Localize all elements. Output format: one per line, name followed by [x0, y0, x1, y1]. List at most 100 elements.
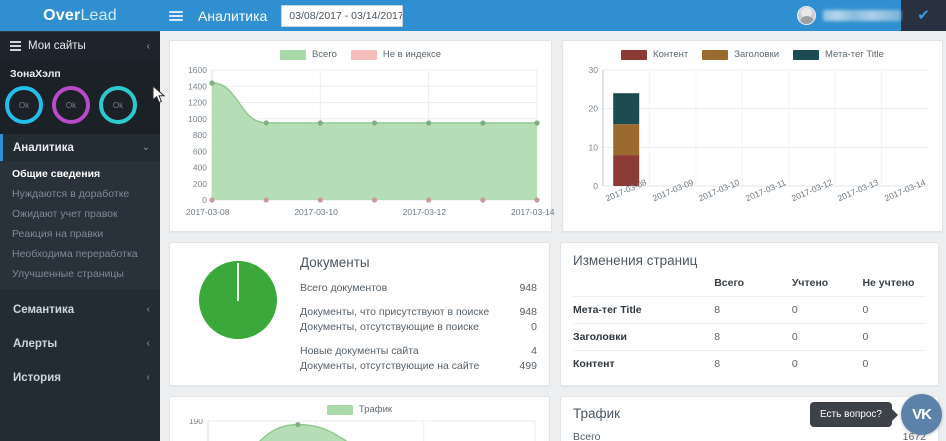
- legend-item[interactable]: Трафик: [326, 404, 393, 415]
- stat-label: Документы, что присутствуют в поиске: [300, 306, 490, 318]
- hamburger-icon[interactable]: [160, 0, 192, 31]
- hamburger-bars: [169, 9, 183, 23]
- legend-swatch: [279, 49, 306, 60]
- column-header-not-counted: Не учтено: [862, 277, 915, 289]
- chart-legend: Трафик: [180, 404, 539, 415]
- documents-stats: Документы Всего документов 948 Документы…: [294, 253, 537, 375]
- svg-text:1600: 1600: [188, 65, 207, 75]
- stat-label: Всего документов: [300, 282, 388, 294]
- stat-value: 499: [519, 360, 537, 372]
- top-bar: Over Lead Аналитика 03/08/2017 - 03/14/20…: [0, 0, 946, 31]
- sidebar-item-history[interactable]: История ‹: [0, 364, 160, 391]
- status-gauge[interactable]: Ok: [99, 86, 137, 124]
- svg-text:400: 400: [193, 163, 207, 173]
- page-title: Аналитика: [198, 7, 268, 24]
- sidebar-item-alerts[interactable]: Алерты ‹: [0, 330, 160, 357]
- x-axis-tick-label: 2017-03-10: [294, 207, 338, 217]
- sidebar-item-improved-pages[interactable]: Улучшенные страницы: [0, 264, 160, 284]
- logo-text-over: Over: [43, 6, 81, 24]
- sidebar-item-awaiting-edits[interactable]: Ожидают учет правок: [0, 204, 160, 224]
- legend-label: Заголовки: [734, 49, 780, 60]
- status-gauge[interactable]: Ok: [5, 86, 43, 124]
- submenu-label: Нуждаются в доработке: [12, 188, 130, 200]
- legend-item[interactable]: Заголовки: [702, 49, 779, 60]
- status-gauge[interactable]: Ok: [52, 86, 90, 124]
- legend-swatch: [621, 49, 648, 60]
- svg-text:1000: 1000: [188, 114, 207, 124]
- legend-label: Контент: [653, 49, 689, 60]
- chevron-left-icon: ‹: [146, 40, 150, 52]
- table-row[interactable]: Контент 8 0 0: [573, 350, 926, 377]
- check-icon: ✔: [917, 7, 930, 24]
- sidebar-item-analytics[interactable]: Аналитика ⌄: [0, 134, 160, 161]
- table-title: Изменения страниц: [573, 253, 698, 268]
- submenu-label: Ожидают учет правок: [12, 208, 118, 220]
- stat-value: 948: [519, 306, 537, 318]
- svg-text:1200: 1200: [188, 98, 207, 108]
- legend-label: Не в индексе: [382, 49, 442, 60]
- sidebar-item-semantics[interactable]: Семантика ‹: [0, 296, 160, 323]
- user-menu[interactable]: [797, 0, 901, 31]
- stat-value: 1672: [902, 431, 926, 441]
- legend-label: Трафик: [358, 404, 393, 415]
- gauge-label: Ok: [65, 100, 77, 110]
- x-axis-tick-label: 2017-03-12: [402, 207, 447, 217]
- cell-counted: 0: [791, 350, 863, 377]
- nav-spacer: [0, 323, 160, 330]
- documents-card: Документы Всего документов 948 Документы…: [169, 242, 550, 386]
- sidebar-item-need-rework[interactable]: Нуждаются в доработке: [0, 184, 160, 204]
- cell-total: 8: [714, 350, 792, 377]
- table-row[interactable]: Заголовки 8 0 0: [573, 323, 926, 351]
- column-header-counted: Учтено: [791, 277, 829, 289]
- documents-pie-chart: [182, 253, 294, 375]
- sidebar-item-general-info[interactable]: Общие сведения: [0, 164, 160, 184]
- documents-area-chart-card: Всего Не в индексе 0 200 400 600 800 1000 1200…: [169, 40, 554, 232]
- sidebar-header-label: Мои сайты: [28, 40, 86, 52]
- area-chart-plot: 0 200 400 600 800 1000 1200 1400 1600 2017-03-08 2…: [180, 64, 554, 229]
- vk-icon[interactable]: VK: [901, 394, 942, 435]
- charts-row: Всего Не в индексе 0 200 400 600 800 1000 1200…: [169, 40, 943, 232]
- site-selector: ЗонаХэлп Ok Ok Ok: [0, 60, 160, 134]
- list-icon: [10, 39, 21, 53]
- stat-label: Документы, отсутствующие в поиске: [300, 321, 479, 333]
- pie-slice-in-search: [199, 261, 277, 339]
- table-row[interactable]: Мета-тег Title 8 0 0: [573, 296, 926, 324]
- submenu-label: Улучшенные страницы: [12, 268, 124, 280]
- legend-item[interactable]: Всего: [279, 49, 337, 60]
- chart-legend: Контент Заголовки Мета-тег Title: [573, 49, 932, 60]
- stat-label: Документы, отсутствующие на сайте: [300, 360, 480, 372]
- sidebar-item-reaction-to-edits[interactable]: Реакция на правки: [0, 224, 160, 244]
- date-range-input[interactable]: 03/08/2017 - 03/14/2017: [281, 4, 404, 27]
- chevron-down-icon: ⌄: [141, 142, 150, 153]
- svg-text:800: 800: [193, 130, 207, 140]
- table-head: Всего Учтено Не учтено: [573, 274, 926, 297]
- svg-text:20: 20: [589, 104, 599, 114]
- legend-item[interactable]: Контент: [621, 49, 688, 60]
- stat-row: Всего 1672: [573, 431, 926, 441]
- documents-title: Документы: [300, 255, 370, 270]
- main-content: Всего Не в индексе 0 200 400 600 800 1000 1200…: [160, 31, 946, 441]
- cell-name: Заголовки: [573, 323, 715, 351]
- sidebar-item-needs-reprocessing[interactable]: Необходима переработка: [0, 244, 160, 264]
- legend-swatch: [702, 49, 729, 60]
- app-logo[interactable]: Over Lead: [0, 0, 160, 31]
- summary-row: Документы Всего документов 948 Документы…: [169, 242, 939, 386]
- cell-not-counted: 0: [862, 296, 926, 324]
- stat-row: Документы, отсутствующие на сайте 499: [300, 359, 537, 374]
- stat-row: Документы, отсутствующие в поиске 0: [300, 320, 537, 335]
- chevron-left-icon: ‹: [146, 372, 150, 383]
- page-changes-table: Всего Учтено Не учтено Мета-тег Title 8 …: [573, 274, 926, 377]
- stat-gap: [300, 296, 537, 305]
- svg-text:10: 10: [589, 142, 599, 152]
- logo-text-lead: Lead: [80, 6, 117, 24]
- legend-item[interactable]: Не в индексе: [350, 49, 442, 60]
- cell-total: 8: [714, 323, 792, 351]
- cell-name: Контент: [573, 350, 715, 377]
- svg-text:600: 600: [193, 146, 207, 156]
- sidebar-header-my-sites[interactable]: Мои сайты ‹: [0, 31, 160, 60]
- svg-text:0: 0: [593, 181, 598, 191]
- legend-item[interactable]: Мета-тег Title: [793, 49, 884, 60]
- confirm-button[interactable]: ✔: [901, 0, 946, 31]
- site-name: ЗонаХэлп: [10, 68, 61, 80]
- vk-chat-widget[interactable]: Есть вопрос? VK: [810, 394, 942, 435]
